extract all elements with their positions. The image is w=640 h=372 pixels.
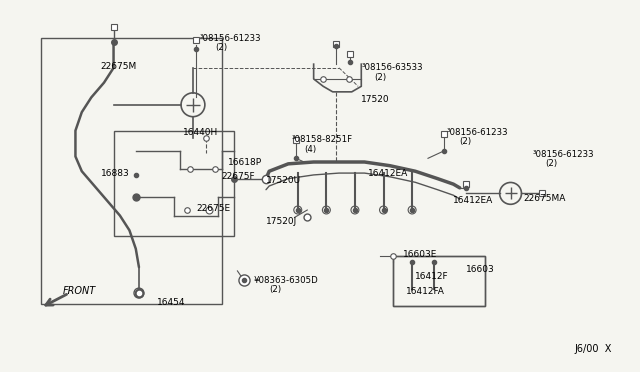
Bar — [393, 256, 485, 306]
Text: ¥08363-6305D: ¥08363-6305D — [253, 276, 318, 285]
Text: ³08156-63533: ³08156-63533 — [362, 63, 423, 72]
Text: 22675M: 22675M — [101, 61, 137, 71]
Text: 16412F: 16412F — [415, 272, 449, 281]
Text: ³08156-61233: ³08156-61233 — [199, 34, 261, 43]
Text: FRONT: FRONT — [63, 286, 96, 296]
Text: (2): (2) — [545, 159, 557, 169]
Text: 16412EA: 16412EA — [367, 169, 408, 177]
Text: 22675E: 22675E — [196, 203, 230, 213]
Text: 16412FA: 16412FA — [406, 287, 445, 296]
Text: (2): (2) — [269, 285, 282, 294]
Text: 17520: 17520 — [362, 95, 390, 104]
Text: J6/00  X: J6/00 X — [575, 344, 612, 354]
Bar — [40, 38, 221, 304]
Bar — [113, 131, 234, 236]
Text: 16603: 16603 — [466, 264, 495, 273]
Text: 16412EA: 16412EA — [453, 196, 493, 205]
Text: 22675MA: 22675MA — [524, 195, 566, 203]
Text: (2): (2) — [460, 137, 472, 146]
Text: 17520J: 17520J — [266, 217, 297, 225]
Text: 16603E: 16603E — [403, 250, 437, 259]
Text: ³08156-61233: ³08156-61233 — [447, 128, 509, 137]
Text: 17520U: 17520U — [266, 176, 301, 185]
Text: (2): (2) — [374, 73, 386, 81]
Text: 16454: 16454 — [156, 298, 185, 307]
Text: 16883: 16883 — [101, 169, 129, 177]
Text: (4): (4) — [304, 145, 316, 154]
Text: (2): (2) — [215, 43, 227, 52]
Text: ³08158-8251F: ³08158-8251F — [291, 135, 353, 144]
Bar — [393, 256, 485, 306]
Text: ³08156-61233: ³08156-61233 — [532, 150, 595, 159]
Text: 16440H: 16440H — [184, 128, 219, 137]
Text: 16618P: 16618P — [228, 157, 262, 167]
Text: 22675F: 22675F — [221, 172, 255, 181]
